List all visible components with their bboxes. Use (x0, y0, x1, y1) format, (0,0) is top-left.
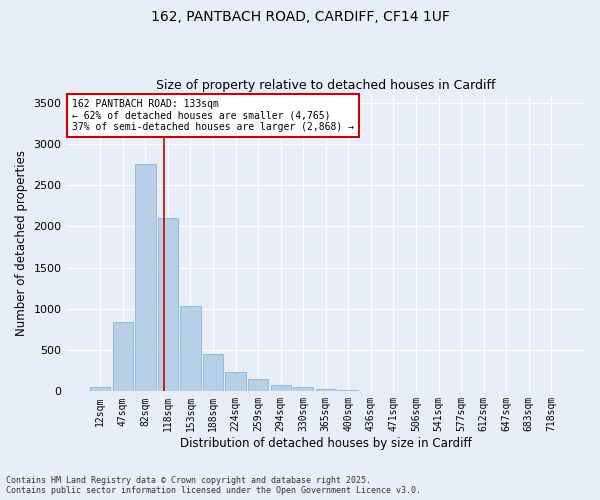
Bar (271, 384, 291, 392)
Bar (316, 390, 336, 392)
Text: 162, PANTBACH ROAD, CARDIFF, CF14 1UF: 162, PANTBACH ROAD, CARDIFF, CF14 1UF (151, 10, 449, 24)
Bar (293, 387, 313, 392)
Bar (113, 322, 133, 392)
Bar (181, 306, 200, 392)
Y-axis label: Number of detached properties: Number of detached properties (15, 150, 28, 336)
X-axis label: Distribution of detached houses by size in Cardiff: Distribution of detached houses by size … (180, 437, 472, 450)
Bar (226, 372, 246, 392)
Title: Size of property relative to detached houses in Cardiff: Size of property relative to detached ho… (156, 79, 496, 92)
Bar (135, 164, 155, 392)
Bar (90, 387, 110, 392)
Bar (203, 354, 223, 392)
Text: 162 PANTBACH ROAD: 133sqm
← 62% of detached houses are smaller (4,765)
37% of se: 162 PANTBACH ROAD: 133sqm ← 62% of detac… (72, 99, 354, 132)
Bar (338, 390, 358, 392)
Text: Contains HM Land Registry data © Crown copyright and database right 2025.
Contai: Contains HM Land Registry data © Crown c… (6, 476, 421, 495)
Bar (248, 379, 268, 392)
Bar (158, 218, 178, 392)
